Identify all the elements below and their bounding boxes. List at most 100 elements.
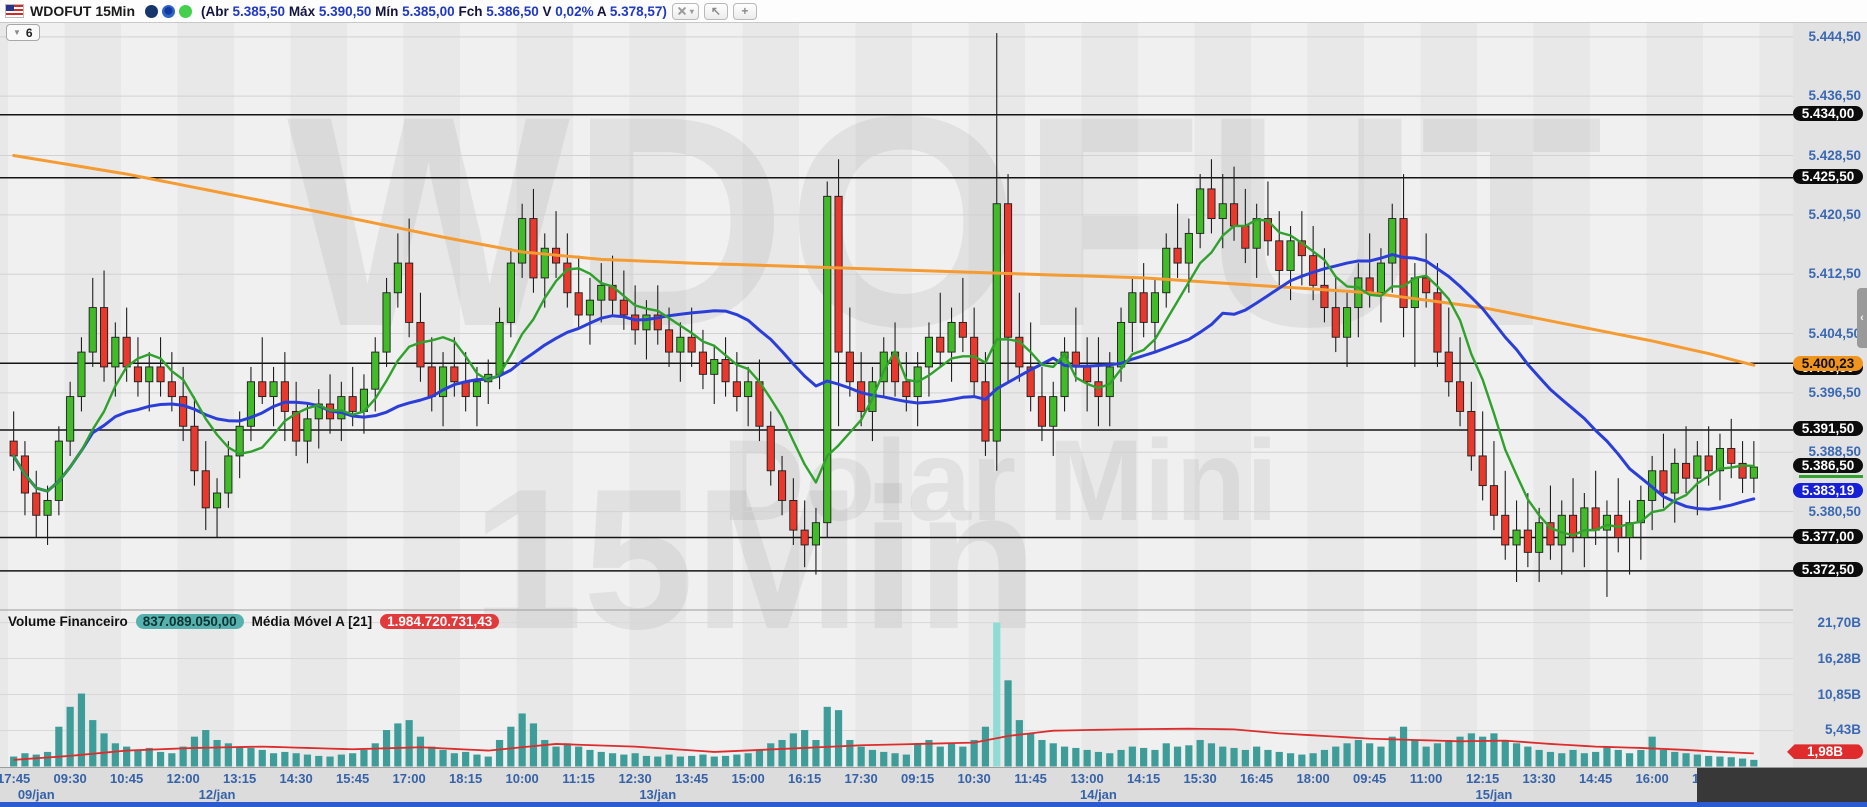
date-axis-label: 12/jan — [198, 787, 236, 802]
volume-ma-label: Média Móvel A [21] — [251, 614, 373, 629]
objects-dropdown-badge[interactable]: ▼ 6 — [6, 24, 40, 41]
time-axis-label: 17:00 — [392, 771, 426, 786]
chevron-down-icon: ▼ — [13, 28, 21, 37]
price-axis-label: 5.428,50 — [1808, 147, 1861, 163]
objects-count: 6 — [25, 25, 33, 40]
time-axis-label: 17:45 — [0, 771, 31, 786]
price-level-badge[interactable]: 5.391,50 — [1793, 420, 1863, 436]
price-axis-label: 5.412,50 — [1808, 266, 1861, 282]
time-axis-label: 18:15 — [449, 771, 483, 786]
time-axis-label: 11:45 — [1014, 771, 1047, 786]
time-axis-label: 11:00 — [1409, 771, 1443, 786]
price-axis-label: 5.388,50 — [1808, 444, 1861, 460]
time-axis-label: 10:45 — [110, 771, 144, 786]
time-axis-label: 16:00 — [1635, 771, 1669, 786]
chart-tools-button[interactable]: ▾ — [671, 2, 699, 20]
ohlc-value: 5.378,57) — [609, 3, 667, 19]
ohlc-label: A — [596, 3, 610, 19]
price-axis-label: 5.444,50 — [1808, 28, 1861, 44]
time-axis-label: 15:30 — [1183, 771, 1217, 786]
bmf-exchange-icon — [145, 4, 158, 18]
ohlc-label: Máx — [288, 3, 319, 19]
volume-ma-badge: 1,98B — [1787, 744, 1863, 760]
time-axis-label: 15:00 — [731, 771, 765, 786]
plus-icon: + — [741, 4, 749, 18]
price-axis[interactable] — [1793, 22, 1867, 767]
ohlc-value: 5.390,50 — [318, 3, 376, 19]
ma-mid-value-badge: 5.383,19 — [1793, 482, 1863, 498]
chevron-down-icon: ▾ — [689, 6, 694, 16]
volume-bars — [10, 622, 1758, 767]
time-axis-label: 14:45 — [1579, 771, 1613, 786]
time-axis-label: 10:30 — [957, 771, 991, 786]
ma-line — [12, 218, 1756, 537]
volume-axis-label: 5,43B — [1824, 722, 1861, 738]
cursor-mode-button[interactable]: ↖ — [703, 2, 728, 20]
price-level-badge[interactable]: 5.377,00 — [1793, 528, 1863, 544]
ohlc-value: 5.385,00 — [402, 3, 459, 19]
zoom-in-button[interactable]: + — [732, 2, 757, 20]
window-bottom-edge — [0, 802, 1867, 807]
volume-ma-line — [13, 727, 1754, 761]
cursor-icon: ↖ — [710, 4, 721, 18]
market-open-icon — [179, 4, 192, 18]
time-axis-label: 09:30 — [53, 771, 87, 786]
volume-axis-label: 10,85B — [1817, 686, 1861, 702]
ma-slow-value-badge: 5.400,23 — [1793, 356, 1863, 372]
volume-value-badge: 837.089.050,00 — [135, 614, 244, 629]
ohlc-value: 0,02% — [555, 3, 597, 19]
toolbar: WDOFUT 15Min (Abr 5.385,50 Máx 5.390,50 … — [0, 0, 1867, 23]
price-axis-label: 5.380,50 — [1808, 503, 1861, 519]
time-axis-label: 13:45 — [675, 771, 709, 786]
time-axis-label: 13:00 — [1070, 771, 1104, 786]
time-axis-label: 18:00 — [1296, 771, 1330, 786]
price-axis-label: 5.420,50 — [1808, 206, 1861, 222]
price-level-badge[interactable]: 5.425,50 — [1793, 168, 1863, 184]
ohlc-label: (Abr — [201, 3, 233, 19]
time-axis-label: 09:15 — [901, 771, 935, 786]
time-axis-label: 12:30 — [618, 771, 652, 786]
price-axis-label: 5.396,50 — [1808, 384, 1861, 400]
time-axis-label: 12:00 — [166, 771, 200, 786]
ohlc-value: 5.386,50 — [486, 3, 543, 19]
symbol-title: WDOFUT 15Min — [30, 3, 135, 19]
svg-text:15Min: 15Min — [472, 448, 1039, 671]
usa-flag-icon — [6, 5, 23, 17]
volume-indicator-legend[interactable]: Volume Financeiro 837.089.050,00 Média M… — [8, 614, 507, 629]
time-axis-label: 16:15 — [788, 771, 822, 786]
price-axis-label: 5.436,50 — [1808, 88, 1861, 104]
date-axis-label: 09/jan — [17, 787, 55, 802]
time-axis-label: 13:15 — [223, 771, 257, 786]
market-status-blue-icon — [162, 4, 175, 18]
ma-line — [12, 154, 1756, 367]
volume-axis-label: 21,70B — [1817, 614, 1861, 630]
ohlc-label: Mín — [375, 3, 403, 19]
ma-line — [12, 253, 1756, 511]
price-axis-label: 5.404,50 — [1808, 325, 1861, 341]
date-axis-label: 14/jan — [1080, 787, 1117, 802]
svg-text:WDOFUT: WDOFUT — [287, 53, 1603, 389]
time-axis-label: 16:45 — [1240, 771, 1274, 786]
time-axis[interactable]: 17:45 09:30 10:45 12:00 13:15 14:30 15:45 17:00… — [0, 767, 1867, 803]
ohlc-label: Fch — [458, 3, 487, 19]
last-price-badge: 5.386,50 — [1793, 458, 1863, 474]
date-axis-label: 15/jan — [1475, 787, 1513, 802]
price-level-badge[interactable]: 5.372,50 — [1793, 561, 1863, 577]
time-axis-label: 14:15 — [1127, 771, 1161, 786]
tools-icon — [677, 6, 687, 16]
date-axis-label: 13/jan — [639, 787, 677, 802]
ohlc-readout: (Abr 5.385,50 Máx 5.390,50 Mín 5.385,00 … — [201, 4, 667, 19]
price-level-badge[interactable]: 5.434,00 — [1793, 105, 1863, 121]
time-axis-label: 09:45 — [1353, 771, 1387, 786]
last-price-tick — [1799, 475, 1863, 479]
time-axis-label: 10:00 — [505, 771, 539, 786]
time-axis-label: 17:30 — [844, 771, 878, 786]
time-axis-label: 15:45 — [336, 771, 370, 786]
ohlc-value: 5.385,50 — [232, 3, 289, 19]
panel-collapse-handle[interactable]: ‹ — [1857, 288, 1867, 348]
axis-corner — [1697, 768, 1867, 802]
time-axis-label: 13:30 — [1522, 771, 1556, 786]
time-axis-label: 12:15 — [1466, 771, 1500, 786]
